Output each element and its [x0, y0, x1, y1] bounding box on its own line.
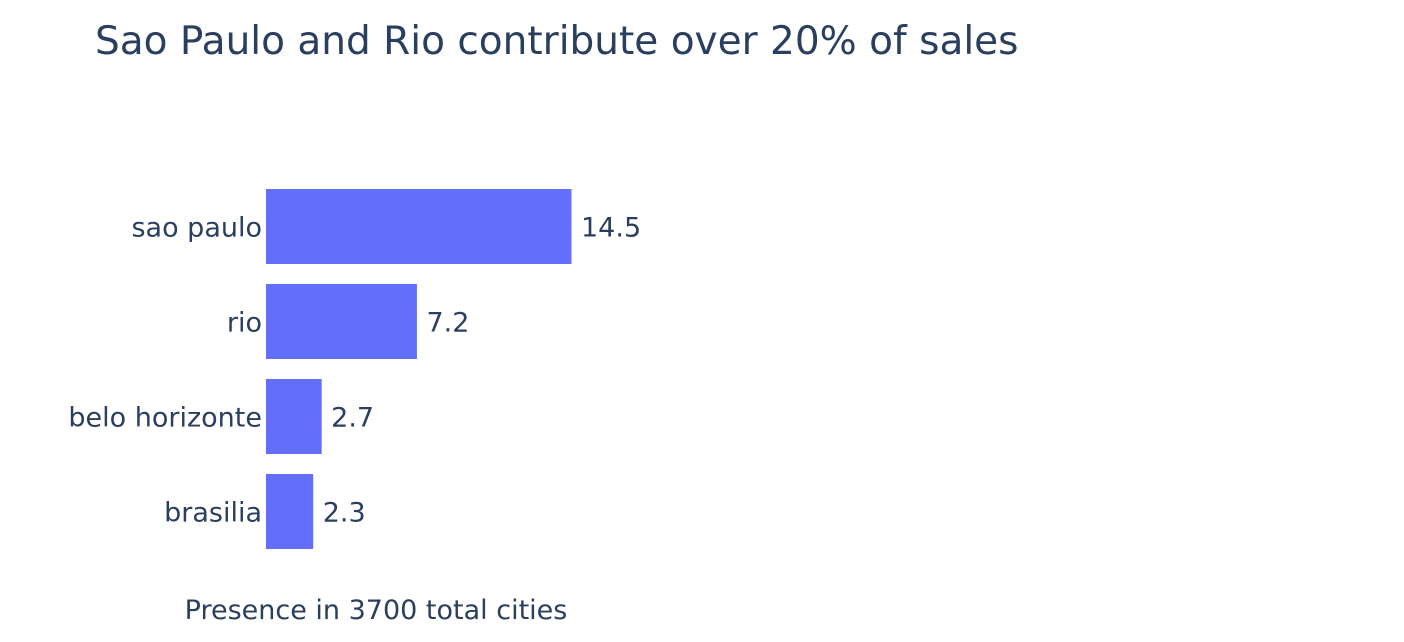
- bar: [265, 188, 573, 265]
- y-tick-label: sao paulo: [131, 213, 262, 244]
- bar-value-label: 7.2: [426, 308, 469, 339]
- bar: [265, 378, 323, 455]
- bar-value-label: 2.3: [323, 498, 366, 529]
- y-tick-label: belo horizonte: [68, 403, 262, 434]
- y-tick-label: brasilia: [164, 498, 262, 529]
- bar: [265, 473, 315, 550]
- y-tick-label: rio: [227, 308, 262, 339]
- x-axis-title: Presence in 3700 total cities: [185, 595, 568, 626]
- plot-area: sao paulo 14.5 rio 7.2 belo horizonte 2.7 bras…: [68, 188, 641, 550]
- bar: [265, 283, 418, 360]
- bar-value-label: 14.5: [581, 213, 641, 244]
- chart-title: Sao Paulo and Rio contribute over 20% of…: [95, 19, 1019, 64]
- bar-value-label: 2.7: [331, 403, 374, 434]
